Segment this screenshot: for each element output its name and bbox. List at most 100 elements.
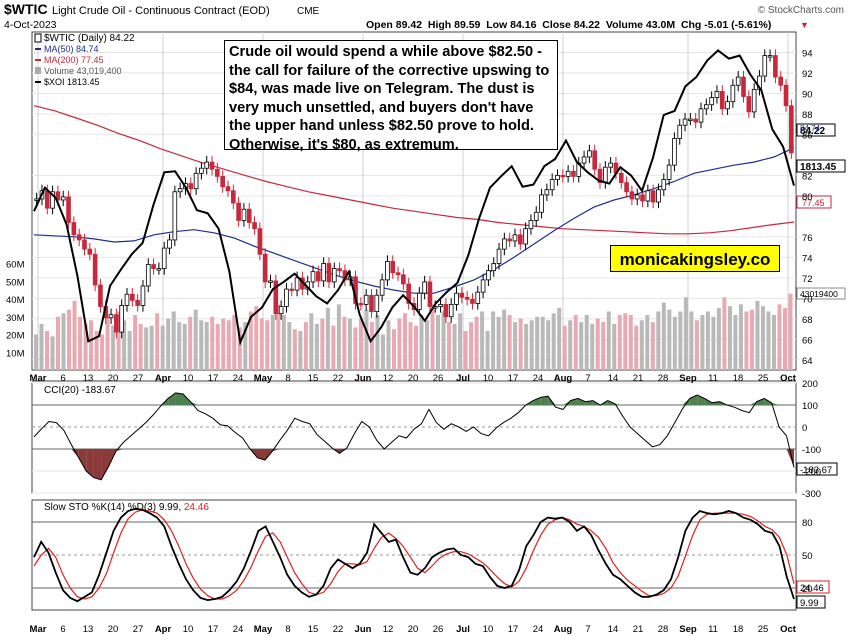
volume-bar [557,307,562,370]
candle-body [252,222,257,230]
candle-body [448,304,454,318]
candle-body [443,304,449,318]
cci-legend: CCI(20) -183.67 [44,385,116,396]
candle-body [533,211,539,221]
volume-bar [425,320,430,370]
volume-bar [160,325,165,370]
sto-x-label: Mar [30,624,47,635]
volume-bar [61,313,66,370]
ma200-last-label: 77.45 [802,198,825,208]
sto-tick-label: 80 [802,518,813,529]
candle-body [230,190,236,204]
candle-body [454,292,459,305]
candle-body [581,156,587,164]
price-x-label: Apr [155,373,172,384]
sto-x-label: 18 [733,624,744,635]
cci-positive-fill [771,402,780,405]
volume-bar [292,329,297,370]
volume-bar [375,315,380,370]
candle-body [76,234,82,241]
volume-bar [397,318,402,370]
price-tick-label: 76 [802,233,813,244]
candle-body [459,292,465,298]
price-x-label: 28 [658,373,669,384]
volume-bar [116,311,121,370]
sto-k-last-label: 9.99 [800,598,819,609]
volume-bar [347,318,352,370]
cci-tick-label: -300 [802,489,821,500]
volume-tick-label: 60M [6,260,25,271]
candle-body [363,294,369,305]
candle-body [50,191,55,209]
price-x-label: 21 [633,373,644,384]
price-tick-label: 90 [802,89,813,100]
volume-bar [83,323,88,370]
sto-x-label: Jul [456,624,470,635]
chg-arrow-icon: ▼ [800,20,809,30]
cci-tick-label: 100 [802,401,818,412]
price-x-label: 14 [608,373,619,384]
legend-ma50: MA(50) 84.74 [44,44,99,54]
volume-bar [623,313,628,370]
candle-body [549,179,555,191]
sto-x-label: 17 [508,624,519,635]
sto-x-label: 20 [108,624,119,635]
candle-body [225,186,231,192]
candle-body [337,268,342,272]
volume-bar [303,322,308,370]
candle-body [209,161,215,170]
candle-body [528,220,534,230]
volume-bar [166,318,171,370]
volume-bar [149,325,154,370]
volume-bar [309,313,314,370]
volume-bar [380,334,385,370]
volume-bar [639,320,644,370]
candle-body [220,176,225,188]
candle-body [640,194,645,202]
cci-line [33,392,795,481]
price-x-label: 25 [758,373,769,384]
wtic-last-tag [796,123,836,137]
cci-negative-fill [101,449,109,480]
cci-positive-fill [533,397,541,405]
candle-body [682,118,688,126]
volume-bar [232,315,237,370]
sto-x-label: 10 [483,624,494,635]
price-tick-label: 74 [802,253,813,264]
volume-bar [45,330,50,370]
volume-bar [177,322,182,370]
price-x-label: Oct [780,373,797,384]
candle-body [427,281,433,307]
sto-x-label: Oct [780,624,797,635]
volume-bar [122,320,127,370]
candle-body [592,150,598,170]
candle-body [661,179,667,191]
price-tick-label: 94 [802,48,813,59]
volume-bar [265,320,270,370]
candle-body [145,264,151,287]
price-x-label: Sep [679,373,697,384]
candle-body [71,222,77,236]
chart-name: Light Crude Oil - Continuous Contract (E… [52,5,270,17]
volume-bar [513,322,518,370]
candle-body [273,280,279,315]
volume-bar [188,316,193,370]
sto-x-label: 22 [333,624,344,635]
volume-bar [485,330,490,370]
volume-bar [215,323,220,370]
volume-bar [314,323,319,370]
cci-positive-fill [577,398,586,405]
candle-body [60,196,66,201]
volume-bar [210,316,215,370]
candle-body [783,84,789,107]
volume-bar [353,327,358,370]
xoi-last-label: 1813.45 [800,162,837,173]
candle-body [491,263,497,272]
volume-bar [254,306,259,370]
volume-bar [39,323,44,370]
annotation-box: Crude oil would spend a while above $82.… [224,40,558,153]
sto-d-last-tag [796,580,830,594]
price-tick-label: 86 [802,130,813,141]
candle-body [215,168,220,177]
volume-bar [491,311,496,370]
